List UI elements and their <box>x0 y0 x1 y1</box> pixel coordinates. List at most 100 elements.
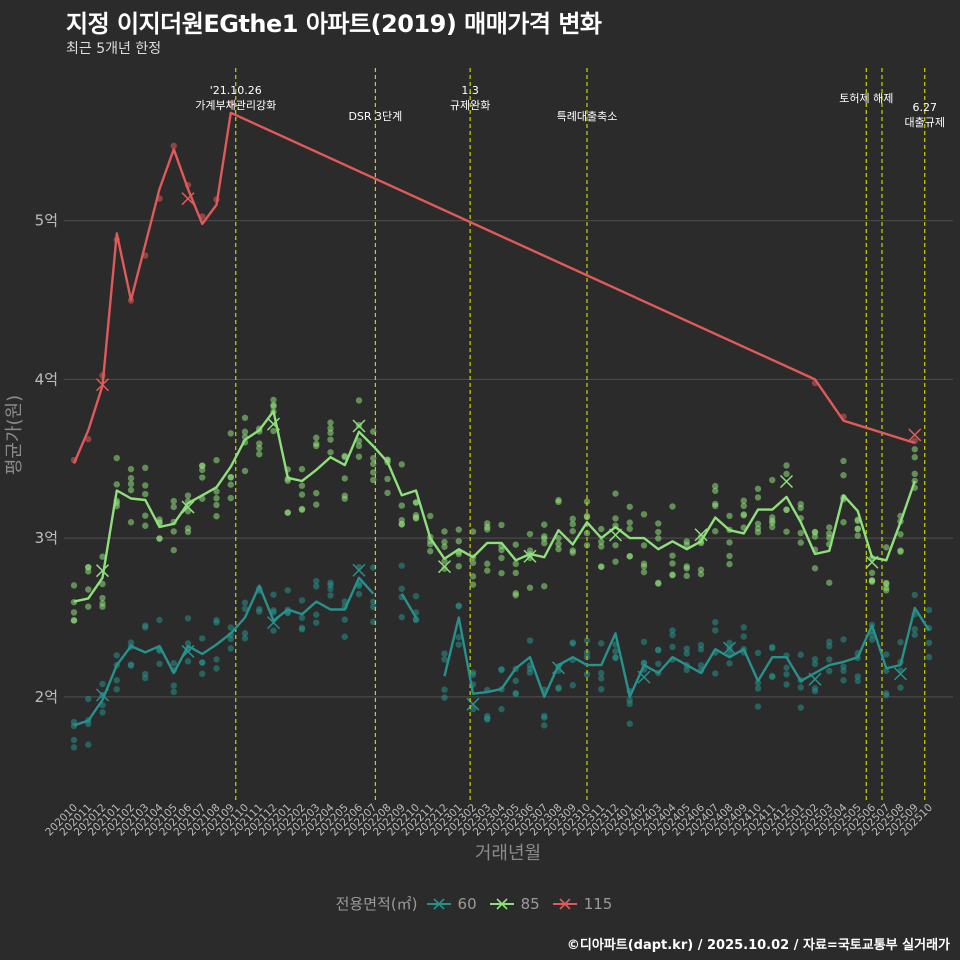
transaction-point <box>270 627 277 634</box>
transaction-point <box>298 482 306 489</box>
transaction-point <box>142 622 149 629</box>
policy-annotation-text: '21.10.26 <box>210 84 262 97</box>
transaction-point <box>70 609 78 616</box>
transaction-point <box>897 667 904 674</box>
transaction-point <box>170 497 177 505</box>
transaction-point <box>498 521 505 529</box>
transaction-point <box>854 525 861 533</box>
transaction-point <box>541 533 548 540</box>
source-caption: ©디아파트(dapt.kr) / 2025.10.02 / 자료=국토교통부 실… <box>566 938 950 953</box>
transaction-point <box>712 670 719 677</box>
transaction-point <box>583 637 591 644</box>
transaction-point <box>826 524 833 531</box>
transaction-point <box>797 651 804 658</box>
transaction-point <box>512 569 519 577</box>
transaction-point <box>227 645 234 652</box>
transaction-point <box>569 682 576 689</box>
transaction-point <box>284 509 291 516</box>
transaction-point <box>769 643 776 651</box>
transaction-point <box>797 504 804 512</box>
transaction-point <box>455 634 462 641</box>
transaction-point <box>498 554 505 562</box>
transaction-point <box>897 684 904 691</box>
transaction-point <box>256 608 263 615</box>
transaction-point <box>142 482 149 489</box>
transaction-point <box>897 548 904 555</box>
x-axis-title: 거래년월 <box>475 843 541 864</box>
transaction-point <box>184 615 192 622</box>
transaction-point <box>142 522 149 529</box>
transaction-point <box>526 547 534 554</box>
transaction-point <box>199 466 206 474</box>
transaction-point <box>612 654 619 662</box>
transaction-point <box>712 619 719 626</box>
transaction-point <box>840 457 847 465</box>
policy-annotation-text: 가계부채관리강화 <box>195 99 276 112</box>
transaction-point <box>170 528 177 535</box>
transaction-point <box>85 603 92 610</box>
transaction-point <box>626 700 633 708</box>
transaction-point <box>327 592 334 599</box>
transaction-point <box>70 582 78 589</box>
transaction-point <box>241 630 249 637</box>
transaction-point <box>754 703 762 710</box>
transaction-point <box>484 560 491 567</box>
transaction-point <box>883 580 890 588</box>
cancelled-transaction-marker <box>352 563 366 577</box>
transaction-point <box>156 616 163 624</box>
transaction-point <box>455 602 462 610</box>
transaction-point <box>868 569 876 577</box>
transaction-point <box>655 579 662 587</box>
transaction-point <box>541 712 548 720</box>
policy-annotation-text: 토허제 해제 <box>839 91 893 105</box>
transaction-point <box>441 543 448 550</box>
transaction-point <box>783 671 790 678</box>
transaction-point <box>669 643 676 651</box>
transaction-point <box>697 662 705 669</box>
transaction-point <box>655 646 662 654</box>
transaction-point <box>70 744 78 751</box>
transaction-point <box>797 539 804 546</box>
transaction-point <box>355 590 363 598</box>
transaction-point <box>170 688 177 696</box>
legend-swatch-115 <box>552 897 577 910</box>
transaction-point <box>712 482 719 490</box>
y-tick-labels: 2억 3억 4억 5억 <box>35 212 58 706</box>
transaction-point <box>598 669 605 677</box>
transaction-point <box>555 545 562 553</box>
transaction-point <box>227 430 234 437</box>
transaction-point <box>655 520 662 527</box>
transaction-point <box>811 685 819 692</box>
transaction-point <box>626 503 633 510</box>
transaction-point <box>640 511 648 518</box>
transaction-point <box>213 457 220 464</box>
transaction-point <box>355 437 363 445</box>
transaction-point <box>270 591 277 598</box>
transaction-point <box>127 480 135 488</box>
policy-annotation-text: 대출규제 <box>904 116 944 129</box>
chart-title: 지정 이지더원EGthe1 아파트(2019) 매매가격 변화 <box>66 10 602 38</box>
transaction-point <box>355 442 363 450</box>
transaction-point <box>854 532 861 539</box>
transaction-point <box>826 534 833 541</box>
transaction-point <box>612 558 619 565</box>
transaction-point <box>284 587 291 594</box>
transaction-point <box>441 656 448 663</box>
transaction-point <box>826 656 833 663</box>
transaction-point <box>526 584 534 591</box>
transaction-point <box>683 563 690 570</box>
transaction-point <box>712 487 719 494</box>
transaction-point <box>484 567 491 574</box>
transaction-point <box>626 525 633 532</box>
transaction-point <box>854 677 861 685</box>
policy-annotation-text: 규제완화 <box>450 99 490 112</box>
transaction-point <box>683 645 690 652</box>
transaction-point <box>127 465 135 473</box>
transaction-point <box>398 516 405 524</box>
transaction-point <box>655 528 662 536</box>
transaction-point <box>598 675 605 682</box>
transaction-point <box>99 600 106 607</box>
transaction-point <box>640 568 648 576</box>
transaction-point <box>142 490 149 498</box>
